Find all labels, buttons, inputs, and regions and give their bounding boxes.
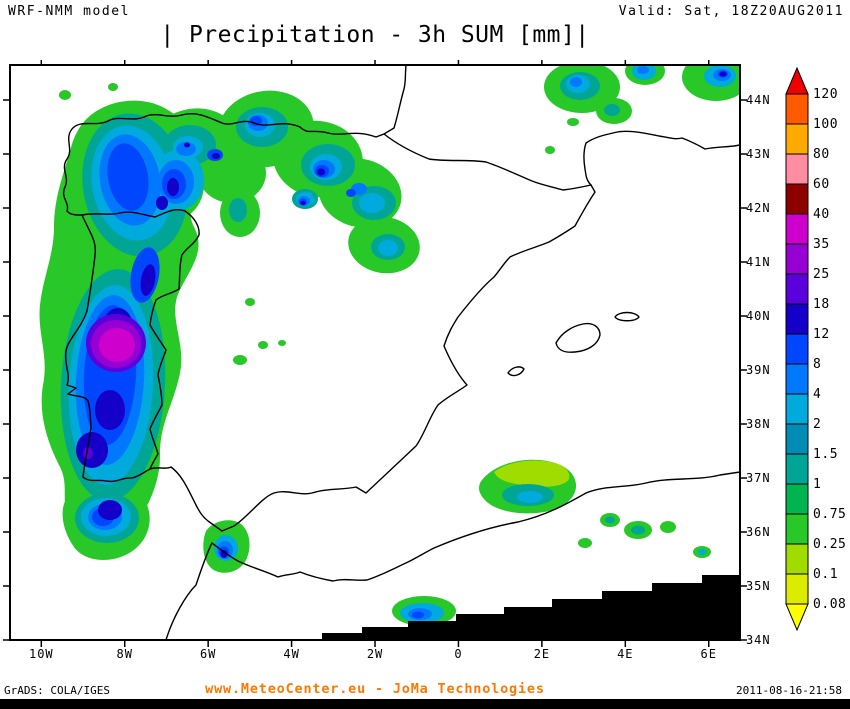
colorbar-segment: [785, 273, 809, 305]
precipitation-shading: [39, 65, 740, 626]
colorbar-segment: [785, 453, 809, 485]
timestamp-label: 2011-08-16-21:58: [736, 684, 842, 697]
colorbar: [785, 66, 809, 632]
colorbar-segment: [785, 183, 809, 215]
colorbar-segment: [785, 573, 809, 605]
valid-time-label: Valid: Sat, 18Z20AUG2011: [618, 4, 844, 19]
colorbar-segment: [785, 243, 809, 275]
colorbar-segment: [785, 153, 809, 185]
colorbar-segment: [785, 543, 809, 575]
colorbar-arrow: [785, 66, 809, 95]
colorbar-segment: [785, 393, 809, 425]
portugal-spain-border: [81, 208, 200, 470]
colorbar-segment: [785, 363, 809, 395]
coastlines: [62, 65, 740, 640]
colorbar-segment: [785, 333, 809, 365]
balearic-islands: [507, 311, 640, 377]
website-credit-label: www.MeteoCenter.eu - JoMa Technologies: [205, 681, 545, 697]
domain-mask: [322, 575, 740, 640]
weather-map: [3, 60, 809, 647]
africa-coast: [165, 471, 740, 640]
bottom-bar: [0, 699, 850, 709]
colorbar-segment: [785, 513, 809, 545]
tick-marks: [3, 60, 747, 647]
pyrenees-border: [383, 133, 592, 191]
colorbar-arrow: [785, 603, 809, 632]
page-title: | Precipitation - 3h SUM [mm]|: [160, 22, 590, 48]
colorbar-segment: [785, 213, 809, 245]
colorbar-segment: [785, 423, 809, 455]
colorbar-segment: [785, 93, 809, 125]
grads-credit-label: GrADS: COLA/IGES: [4, 684, 110, 697]
colorbar-segment: [785, 303, 809, 335]
colorbar-segment: [785, 123, 809, 155]
colorbar-segment: [785, 483, 809, 515]
model-name-label: WRF-NMM model: [8, 4, 131, 19]
